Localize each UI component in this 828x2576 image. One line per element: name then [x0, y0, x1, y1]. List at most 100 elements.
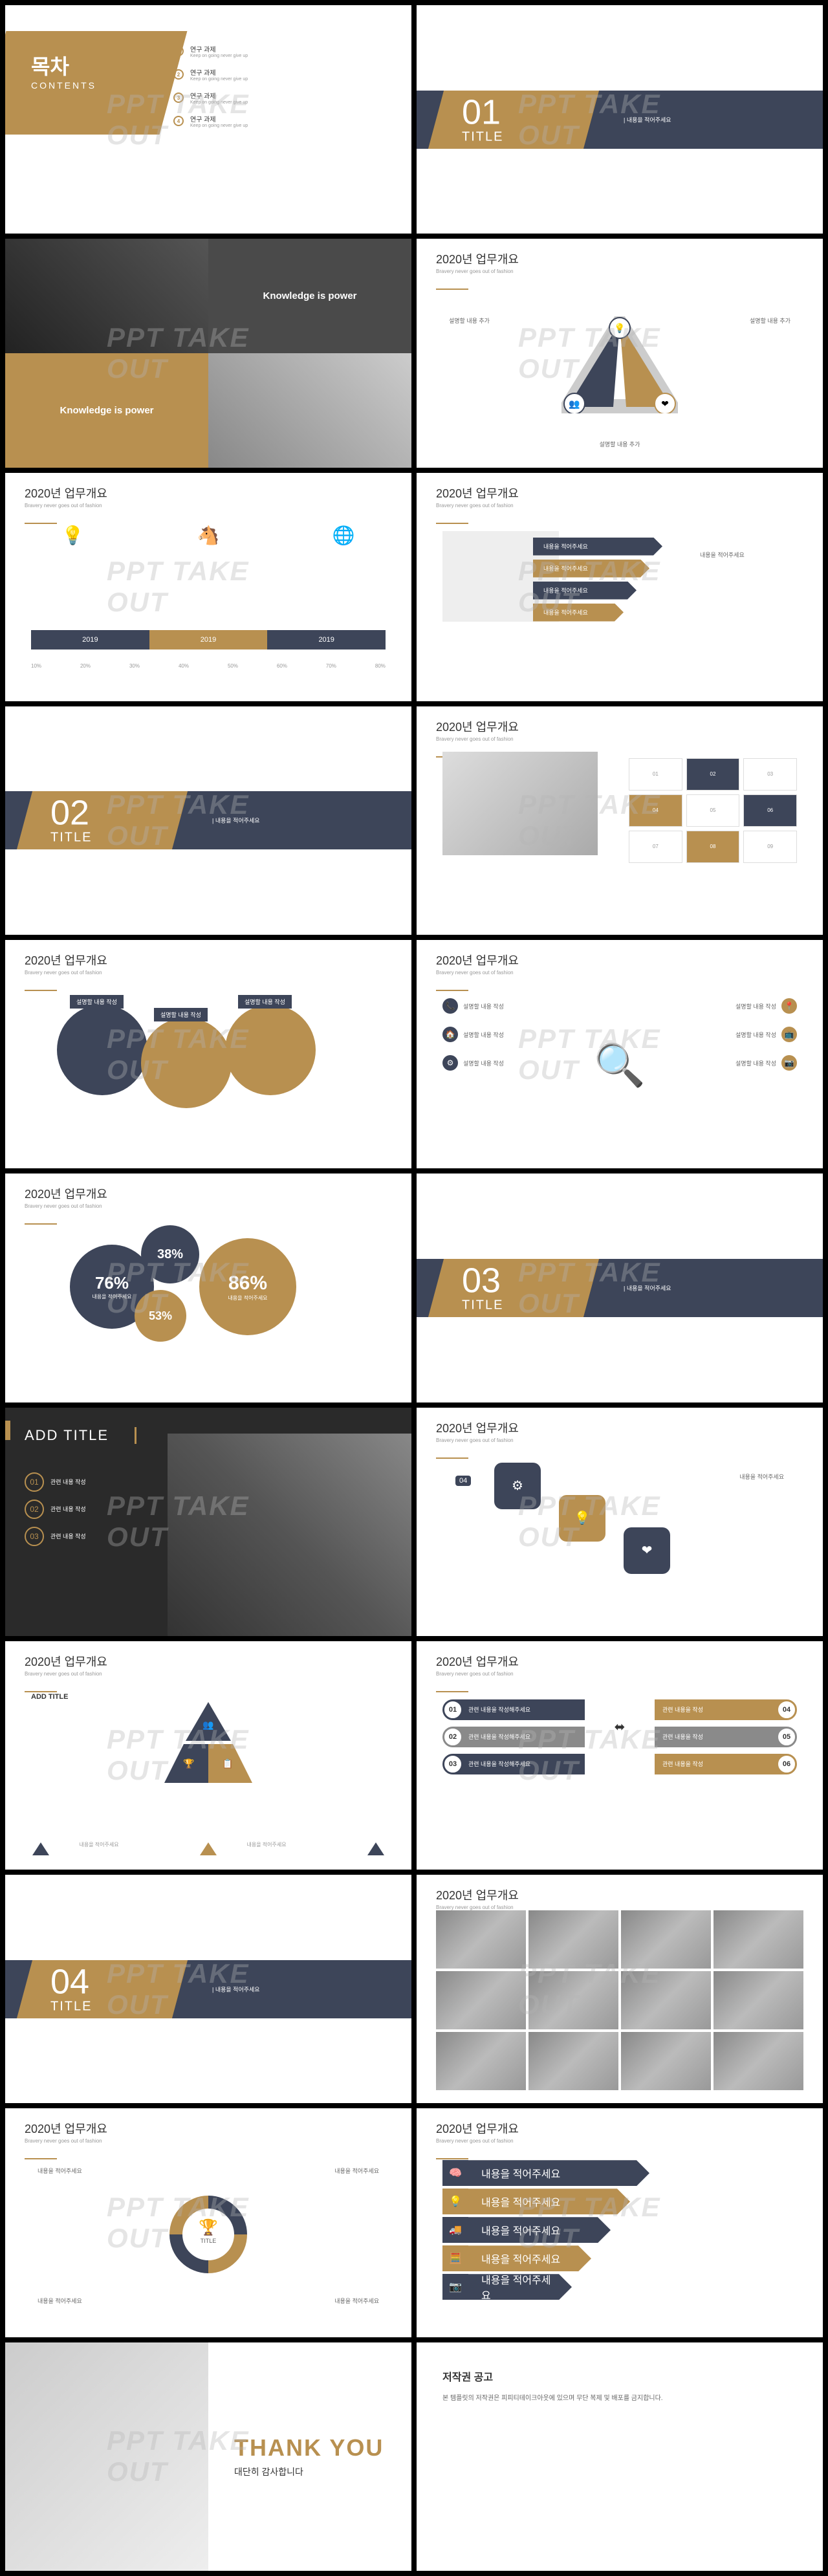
slide-header: 2020년 업무개요Bravery never goes out of fash…	[417, 1408, 823, 1455]
photo-cell	[208, 353, 411, 468]
text-cell: Knowledge is power	[5, 353, 208, 468]
section-number: 03	[462, 1263, 503, 1298]
header-divider	[25, 990, 57, 991]
tick: 50%	[228, 663, 238, 669]
tv-icon: 📺	[781, 1027, 797, 1042]
svg-text:💡: 💡	[614, 323, 625, 334]
tick: 40%	[179, 663, 189, 669]
photo-cell	[528, 1910, 618, 1969]
bulb-icon: 💡	[574, 1510, 591, 1526]
item-label: 연구 과제	[190, 91, 248, 100]
slide-header: 2020년 업무개요Bravery never goes out of fash…	[5, 1173, 411, 1221]
tick: 80%	[375, 663, 386, 669]
pct-desc: 내용을 적어주세요	[228, 1294, 267, 1302]
pct-desc: 내용을 적어주세요	[92, 1293, 131, 1300]
section-number-block: 01 TITLE	[462, 94, 503, 144]
tick: 60%	[277, 663, 287, 669]
arrow-item: 내용을 적어주세요	[533, 560, 649, 578]
cam-icon: 📷	[781, 1055, 797, 1071]
grid-cell: 03	[743, 758, 797, 791]
cycle-label: 내용을 적어주세요	[38, 2297, 82, 2305]
num-row: 06관련 내용을 작성	[655, 1754, 797, 1774]
chevron-row: 🚚내용을 적어주세요	[442, 2217, 693, 2243]
list-item: 03관련 내용 작성	[25, 1527, 86, 1546]
big-circle	[57, 1005, 147, 1095]
slide-big-circles: 2020년 업무개요Bravery never goes out of fash…	[5, 940, 411, 1168]
phone-icon: 📞	[442, 998, 458, 1014]
row-num: 05	[776, 1727, 797, 1747]
tick: 70%	[326, 663, 336, 669]
cam-icon: 📷	[442, 2274, 468, 2300]
cycle-label: 내용을 적어주세요	[334, 2167, 379, 2175]
arrow-item: 내용을 적어주세요	[533, 538, 662, 556]
slide-magnifier: 2020년 업무개요Bravery never goes out of fash…	[417, 940, 823, 1168]
list-item: 02관련 내용 작성	[25, 1500, 86, 1519]
title-skew	[428, 91, 599, 149]
flow-num: 04	[455, 1476, 471, 1486]
grid-cell: 07	[629, 831, 682, 863]
pct-value: 38%	[157, 1247, 183, 1262]
pct-value: 86%	[228, 1272, 267, 1294]
bulb-icon: 💡	[61, 525, 84, 546]
circle-label: 설명할 내용 작성	[70, 995, 124, 1009]
item-number: 4	[173, 116, 184, 126]
item-num: 02	[25, 1500, 44, 1519]
num-row: 04관련 내용을 작성	[655, 1699, 797, 1720]
item-number: 2	[173, 69, 184, 80]
section-title: TITLE	[50, 831, 92, 846]
slide-chevron-rows: 2020년 업무개요Bravery never goes out of fash…	[417, 2108, 823, 2337]
section-number-block: 04 TITLE	[50, 1964, 92, 2014]
chevron-row: 🧮내용을 적어주세요	[442, 2245, 693, 2271]
add-title: ADD TITLE	[25, 1427, 136, 1444]
cycle-label: 내용을 적어주세요	[334, 2297, 379, 2305]
row-bar: 관련 내용을 작성	[655, 1727, 787, 1747]
num-row: 02관련 내용을 작성해주세요	[442, 1727, 585, 1747]
header-title: 2020년 업무개요	[436, 718, 803, 735]
cycle-label: 내용을 적어주세요	[38, 2167, 82, 2175]
pin-icon: 📍	[781, 998, 797, 1014]
contents-item: 3연구 과제Keep on going never give up	[173, 91, 248, 105]
feature-label: 설명할 내용 작성	[735, 1002, 776, 1010]
header-subtitle: Bravery never goes out of fashion	[436, 1437, 803, 1443]
header-divider	[25, 523, 57, 524]
slide-photo-grid: 2020년 업무개요Bravery never goes out of fash…	[417, 1875, 823, 2103]
tick-row: 10%20%30%40%50%60%70%80%	[31, 663, 386, 669]
header-title: 2020년 업무개요	[25, 1653, 392, 1670]
gear-icon: ⚙	[512, 1478, 523, 1494]
photo-cell	[621, 1910, 711, 1969]
row-bar: 관련 내용을 작성해주세요	[453, 1754, 585, 1774]
triangle-diagram: 💡 ❤ 👥	[561, 316, 678, 413]
watermark: PPT TAKE OUT	[518, 1490, 721, 1553]
pct-value: 53%	[149, 1309, 172, 1323]
title-skew	[17, 791, 188, 849]
thank-you-sub: 대단히 감사합니다	[234, 2465, 384, 2478]
chevron-bar: 내용을 적어주세요	[468, 2274, 572, 2300]
slide-cycle: 2020년 업무개요Bravery never goes out of fash…	[5, 2108, 411, 2337]
item-sub: Keep on going never give up	[190, 77, 248, 82]
chevron-bar: 내용을 적어주세요	[468, 2217, 611, 2243]
horse-icon: 🐴	[197, 525, 220, 546]
grid-cell: 08	[686, 831, 740, 863]
svg-text:👥: 👥	[569, 398, 580, 409]
feature-col: 📍설명할 내용 작성 📺설명할 내용 작성 📷설명할 내용 작성	[706, 998, 797, 1071]
circle-label: 설명할 내용 작성	[238, 995, 292, 1009]
contents-item: 2연구 과제Keep on going never give up	[173, 67, 248, 82]
header-divider	[436, 523, 468, 524]
slide-business-grid: 2020년 업무개요Bravery never goes out of fash…	[417, 706, 823, 935]
section-desc: | 내용을 적어주세요	[212, 816, 260, 825]
slide-header: 2020년 업무개요Bravery never goes out of fash…	[417, 473, 823, 520]
header-subtitle: Bravery never goes out of fashion	[436, 1905, 803, 1910]
footer-desc: 내용을 적어주세요	[80, 1841, 170, 1848]
triangle-label: 설명할 내용 추가	[449, 316, 490, 325]
flow-box: 💡	[559, 1495, 605, 1542]
section-number: 01	[462, 94, 503, 129]
pct-circle: 53%	[135, 1290, 186, 1342]
section-desc: | 내용을 적어주세요	[212, 1985, 260, 1993]
photo-cell	[714, 2032, 803, 2090]
header-title: 2020년 업무개요	[436, 952, 803, 968]
cycle-diagram: 🏆 TITLE	[160, 2186, 257, 2283]
pyramid-footer: 내용을 적어주세요 내용을 적어주세요	[31, 1841, 386, 1857]
truck-icon: 🚚	[442, 2217, 468, 2243]
slide-header: 2020년 업무개요Bravery never goes out of fash…	[5, 1641, 411, 1688]
header-subtitle: Bravery never goes out of fashion	[25, 1203, 392, 1209]
